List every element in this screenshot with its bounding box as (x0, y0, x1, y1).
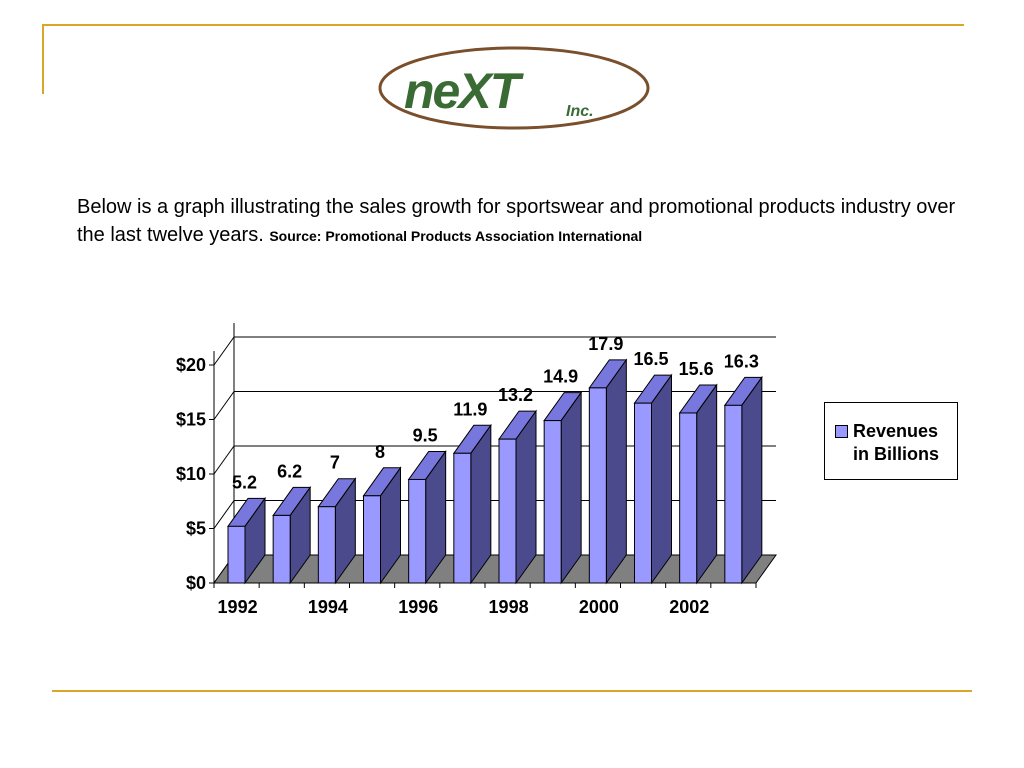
intro-period: . (258, 224, 264, 246)
chart-axes: $0 $5 $10 $15 $20 (176, 351, 757, 593)
x-tick-label: 1996 (398, 597, 438, 617)
bar (543, 391, 583, 585)
top-rule (42, 24, 964, 26)
chart-labels: 5.2 6.2 7 8 9.5 11.9 13.2 14.9 17.9 16.5 15.6 16.3 1… (218, 334, 759, 617)
bar-front (453, 452, 472, 584)
data-label: 16.5 (633, 349, 668, 369)
logo-subtext: Inc. (566, 103, 594, 120)
data-label: 16.3 (724, 351, 759, 371)
source-citation: Source: Promotional Products Association… (269, 228, 643, 244)
bar-side (605, 358, 627, 585)
bar-front (679, 412, 698, 584)
x-tick-label: 1992 (218, 597, 258, 617)
bar (723, 375, 763, 585)
bar-front (317, 506, 336, 584)
x-tick-label: 1998 (489, 597, 529, 617)
bottom-rule (52, 690, 972, 692)
bar-front (498, 438, 517, 584)
data-label: 13.2 (498, 385, 533, 405)
x-tick-label: 1994 (308, 597, 348, 617)
bar (678, 383, 718, 585)
data-label: 5.2 (232, 472, 257, 492)
next-inc-logo: neXT Inc. (378, 46, 650, 130)
gridline-diagonal (213, 391, 235, 420)
y-tick-label: $20 (176, 355, 206, 375)
intro-text: Below is a graph illustrating the sales … (77, 196, 956, 246)
x-tick-label: 2000 (579, 597, 619, 617)
data-label: 14.9 (543, 367, 578, 387)
x-tick-label: 2002 (669, 597, 709, 617)
chart-legend: Revenues in Billions (824, 402, 958, 480)
bar-front (363, 495, 381, 584)
bar-front (543, 420, 562, 584)
data-label: 6.2 (277, 461, 302, 481)
bar-side (741, 375, 763, 585)
chart-bars (227, 358, 763, 585)
bar (272, 485, 312, 585)
bar (407, 449, 447, 585)
bar (633, 373, 673, 585)
bar (498, 409, 537, 585)
bar-side (515, 409, 537, 585)
gridline-diagonal (213, 336, 235, 366)
left-rule (42, 24, 44, 94)
y-tick-label: $10 (176, 464, 206, 484)
intro-paragraph: Below is a graph illustrating the sales … (77, 193, 957, 250)
gridline-diagonal (213, 500, 235, 529)
bar (317, 477, 357, 585)
bar-side (651, 373, 672, 585)
y-tick-label: $0 (186, 573, 206, 593)
data-label: 7 (330, 453, 340, 473)
data-label: 11.9 (453, 399, 487, 419)
bar-front (227, 525, 246, 584)
logo-wordmark: neXT (404, 63, 525, 119)
bar (362, 466, 402, 585)
data-label: 9.5 (413, 425, 438, 445)
data-label: 17.9 (588, 334, 623, 354)
bar-side (560, 391, 582, 585)
legend-label: Revenues in Billions (853, 420, 957, 466)
legend-swatch (835, 425, 848, 438)
bar-side (696, 383, 718, 585)
bar-front (588, 387, 607, 584)
bar-front (724, 404, 743, 584)
y-tick-label: $15 (176, 410, 206, 430)
bar-front (272, 514, 291, 584)
y-tick-label: $5 (186, 519, 206, 539)
data-label: 15.6 (679, 359, 714, 379)
legend-label-line1: Revenues (853, 421, 939, 441)
bar-front (634, 402, 652, 584)
bar (588, 358, 628, 585)
bar (227, 496, 266, 585)
gridline-diagonal (213, 445, 235, 475)
data-label: 8 (375, 442, 385, 462)
legend-label-line2: in Billions (853, 444, 940, 464)
bar (452, 423, 492, 585)
bar-side (470, 423, 492, 585)
bar-front (408, 478, 427, 584)
